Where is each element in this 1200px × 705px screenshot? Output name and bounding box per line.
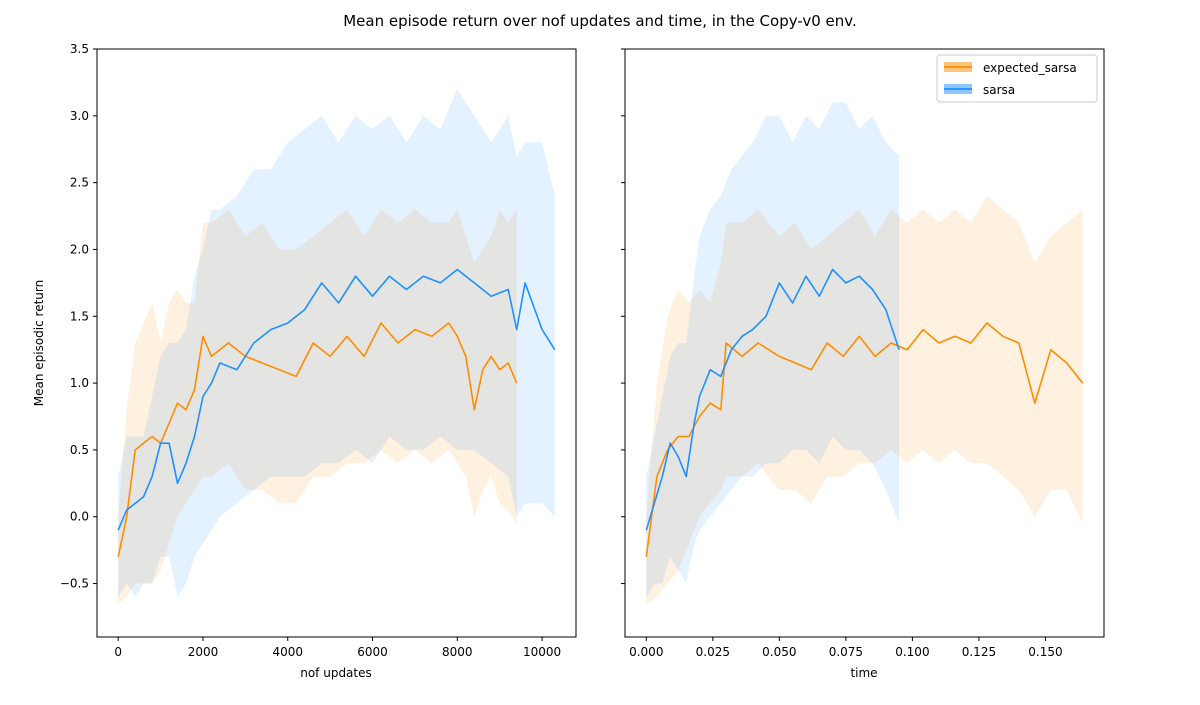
left-y-tick-label: 3.5 <box>70 42 89 56</box>
left-y-tick-label: −0.5 <box>60 577 89 591</box>
left-y-tick-label: 0.5 <box>70 443 89 457</box>
right-x-tick-label: 0.000 <box>629 645 663 659</box>
left-y-tick-label: 2.5 <box>70 176 89 190</box>
right-x-tick-label: 0.125 <box>962 645 996 659</box>
left-panel: nof updates Mean episodic return 0 2000 40… <box>32 42 577 680</box>
left-y-tick-label: 3.0 <box>70 109 89 123</box>
legend: expected_sarsa sarsa <box>936 54 1098 103</box>
left-line-sarsa <box>117 268 556 531</box>
right-line-expected-sarsa <box>645 322 1084 557</box>
right-band-expected-sarsa <box>646 196 1083 604</box>
legend-label-expected-sarsa: expected_sarsa <box>983 61 1077 75</box>
right-x-tick-label: 0.150 <box>1028 645 1062 659</box>
legend-frame <box>936 54 1098 103</box>
left-x-tick-label: 0 <box>114 645 122 659</box>
left-x-tick-label: 8000 <box>442 645 473 659</box>
right-panel: time 0.000 0.025 0.050 0.075 0.100 0.125 0.150 <box>621 48 1105 680</box>
left-y-tick-label: 0.0 <box>70 510 89 524</box>
right-x-tick-label: 0.100 <box>895 645 929 659</box>
left-x-tick-label: 2000 <box>188 645 219 659</box>
right-band-sarsa <box>646 102 900 597</box>
left-band-sarsa <box>118 89 555 597</box>
left-x-tick-label: 4000 <box>272 645 303 659</box>
legend-label-sarsa: sarsa <box>983 83 1015 97</box>
left-x-tick-label: 6000 <box>357 645 388 659</box>
left-y-tick-label: 1.5 <box>70 309 89 323</box>
figure-title: Mean episode return over nof updates and… <box>343 12 857 30</box>
right-axes-frame <box>624 48 1105 638</box>
right-x-tick-label: 0.075 <box>829 645 863 659</box>
right-x-axis-label: time <box>850 666 877 680</box>
left-axes-frame <box>96 48 577 638</box>
right-line-sarsa <box>645 268 900 531</box>
left-x-axis-label: nof updates <box>300 666 372 680</box>
right-x-tick-label: 0.050 <box>762 645 796 659</box>
right-x-tick-label: 0.025 <box>696 645 730 659</box>
left-x-tick-label: 10000 <box>523 645 561 659</box>
left-line-expected-sarsa <box>117 322 518 557</box>
left-y-tick-label: 2.0 <box>70 242 89 256</box>
left-y-tick-label: 1.0 <box>70 376 89 390</box>
left-band-expected-sarsa <box>118 209 517 604</box>
left-y-axis-label: Mean episodic return <box>32 280 46 407</box>
